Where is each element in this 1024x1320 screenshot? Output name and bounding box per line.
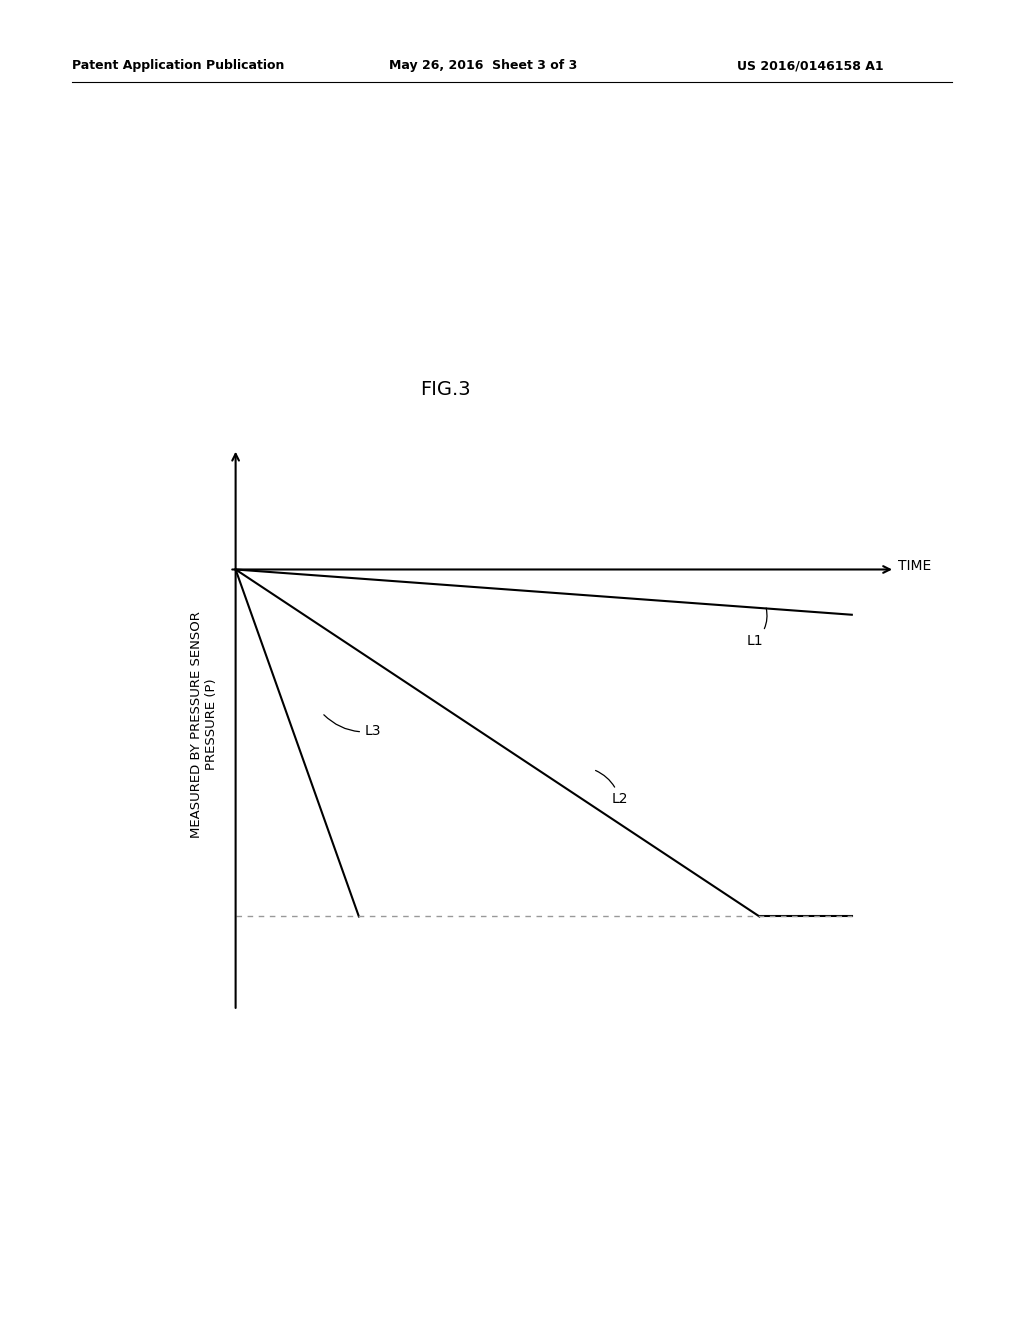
Text: L3: L3 xyxy=(324,714,382,738)
Text: TIME: TIME xyxy=(898,558,931,573)
Text: May 26, 2016  Sheet 3 of 3: May 26, 2016 Sheet 3 of 3 xyxy=(389,59,578,73)
Text: Patent Application Publication: Patent Application Publication xyxy=(72,59,284,73)
Text: L2: L2 xyxy=(596,771,628,807)
Text: US 2016/0146158 A1: US 2016/0146158 A1 xyxy=(737,59,884,73)
Text: L1: L1 xyxy=(748,609,767,648)
Text: FIG.3: FIG.3 xyxy=(420,380,471,399)
Text: MEASURED BY PRESSURE SENSOR
PRESSURE (P): MEASURED BY PRESSURE SENSOR PRESSURE (P) xyxy=(189,611,217,838)
